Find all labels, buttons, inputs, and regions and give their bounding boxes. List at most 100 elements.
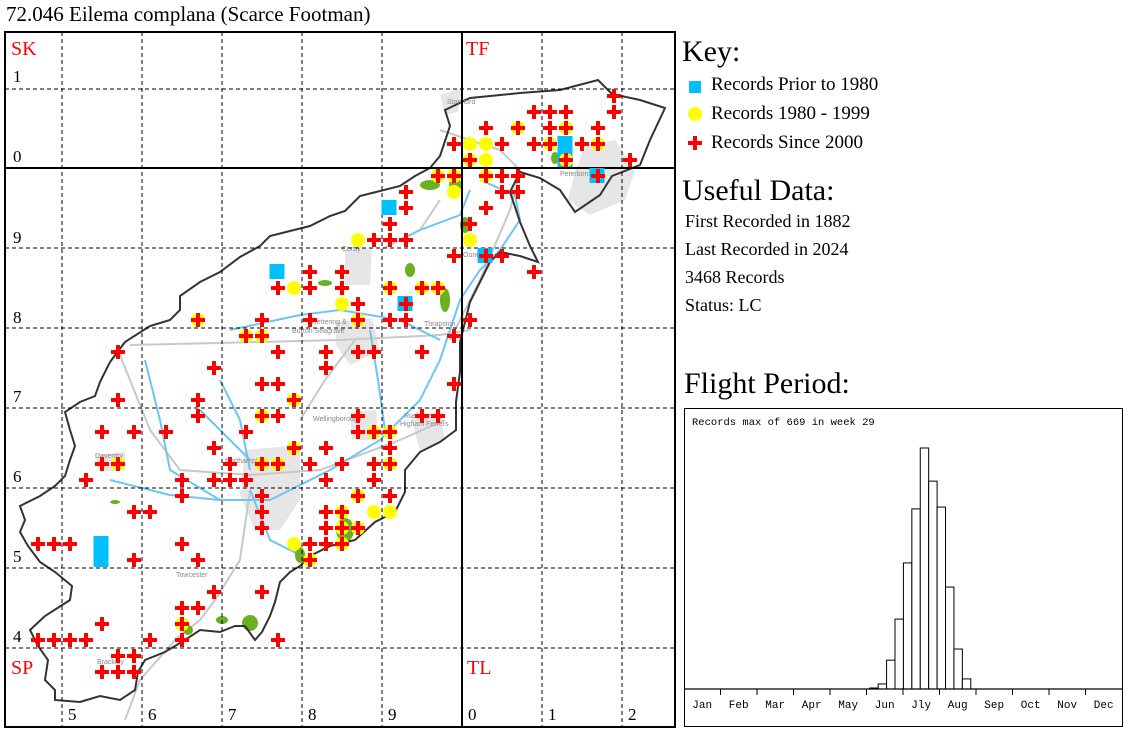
record-since-2000 [447, 249, 461, 263]
record-since-2000 [319, 521, 333, 535]
record-since-2000 [127, 505, 141, 519]
record-since-2000 [447, 377, 461, 391]
row-label: 6 [13, 467, 22, 486]
first-recorded: First Recorded in 1882 [685, 211, 851, 231]
record-1980-1999 [287, 537, 301, 551]
record-since-2000 [511, 121, 525, 135]
record-since-2000 [543, 121, 557, 135]
record-since-2000 [287, 393, 301, 407]
record-since-2000 [111, 393, 125, 407]
week-bar [911, 508, 921, 690]
record-since-2000 [191, 393, 205, 407]
record-since-2000 [415, 281, 429, 295]
record-since-2000 [431, 281, 445, 295]
town-label: Wellingborough [313, 416, 362, 423]
week-bar [961, 678, 972, 690]
week-bar [953, 648, 963, 690]
record-since-2000 [319, 473, 333, 487]
record-since-2000 [335, 281, 349, 295]
month-label: Jun [875, 700, 895, 712]
key-item-prior-1980: Records Prior to 1980 [688, 74, 878, 96]
key-label: Records Since 2000 [711, 132, 863, 153]
record-since-2000 [383, 457, 397, 471]
record-since-2000 [175, 537, 189, 551]
record-since-2000 [383, 281, 397, 295]
record-since-2000 [255, 489, 269, 503]
record-since-2000 [255, 585, 269, 599]
yellow-circle-icon [688, 107, 702, 121]
week-bar [877, 683, 888, 690]
town-label: Kettering & [312, 319, 347, 326]
col-label: 5 [68, 705, 77, 724]
record-since-2000 [479, 249, 493, 263]
record-since-2000 [575, 137, 589, 151]
record-since-2000 [271, 457, 285, 471]
town-label: Burton Seagrave [292, 328, 345, 335]
record-since-2000 [495, 249, 509, 263]
record-since-2000 [383, 217, 397, 231]
record-since-2000 [527, 105, 541, 119]
record-since-2000 [79, 633, 93, 647]
week-bar [886, 659, 896, 690]
record-since-2000 [383, 489, 397, 503]
record-since-2000 [223, 457, 237, 471]
record-since-2000 [383, 425, 397, 439]
col-label: 0 [468, 705, 477, 724]
roads [117, 129, 522, 721]
record-since-2000 [127, 553, 141, 567]
record-since-2000 [47, 633, 61, 647]
record-1980-1999 [447, 185, 461, 199]
record-since-2000 [111, 457, 125, 471]
record-since-2000 [191, 409, 205, 423]
record-1980-1999 [367, 505, 381, 519]
flight-period-heading: Flight Period: [684, 367, 850, 400]
record-since-2000 [511, 185, 525, 199]
record-since-2000 [383, 313, 397, 327]
last-recorded: Last Recorded in 2024 [685, 239, 849, 259]
record-1980-1999 [479, 153, 493, 167]
col-label: 2 [628, 705, 637, 724]
record-since-2000 [383, 233, 397, 247]
month-label: Sep [984, 700, 1004, 712]
record-since-2000 [255, 521, 269, 535]
record-since-2000 [399, 297, 413, 311]
record-1980-1999 [351, 233, 365, 247]
week-bar [928, 480, 938, 690]
record-since-2000 [303, 313, 317, 327]
square-label-tl: TL [467, 657, 491, 679]
month-label: May [838, 700, 858, 712]
record-1980-1999 [287, 281, 301, 295]
distribution-map: Stamford Peterborough Oundle Corby Kette… [4, 31, 676, 728]
key-item-since-2000: Records Since 2000 [688, 132, 863, 154]
record-since-2000 [271, 633, 285, 647]
record-since-2000 [431, 169, 445, 183]
record-since-2000 [207, 441, 221, 455]
record-since-2000 [111, 345, 125, 359]
record-prior-1980 [269, 264, 285, 279]
record-since-2000 [271, 345, 285, 359]
record-since-2000 [191, 601, 205, 615]
key-label: Records Prior to 1980 [711, 74, 879, 95]
record-since-2000 [143, 505, 157, 519]
conservation-status: Status: LC [685, 295, 762, 315]
record-since-2000 [175, 473, 189, 487]
record-since-2000 [95, 457, 109, 471]
record-since-2000 [335, 537, 349, 551]
habitat-patches [110, 152, 559, 635]
record-since-2000 [383, 441, 397, 455]
town-label: Peterborough [560, 171, 603, 178]
record-since-2000 [191, 313, 205, 327]
record-since-2000 [95, 425, 109, 439]
col-label: 1 [548, 705, 557, 724]
record-since-2000 [495, 169, 509, 183]
record-since-2000 [463, 217, 477, 231]
town-label: Corby [342, 246, 361, 253]
record-since-2000 [335, 505, 349, 519]
record-since-2000 [255, 505, 269, 519]
record-since-2000 [255, 409, 269, 423]
record-since-2000 [271, 409, 285, 423]
record-since-2000 [591, 121, 605, 135]
square-label-sk: SK [11, 38, 37, 60]
col-label: 8 [308, 705, 317, 724]
row-label: 1 [13, 67, 22, 86]
